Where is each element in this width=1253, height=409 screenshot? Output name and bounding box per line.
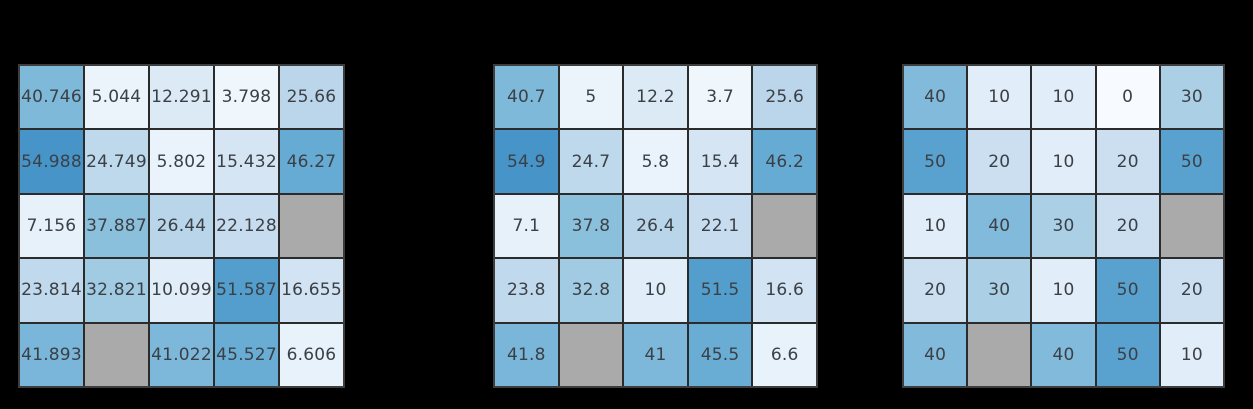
heatmap-cell: 22.1 bbox=[688, 194, 752, 258]
heatmap-cell: 7.1 bbox=[495, 194, 558, 258]
heatmap-cell: 16.6 bbox=[753, 259, 816, 322]
heatmap-cell: 5.8 bbox=[624, 130, 687, 193]
heatmap-cell: 3.798 bbox=[215, 66, 278, 129]
heatmap-cell: 5.802 bbox=[150, 130, 213, 193]
heatmap-cell: 50 bbox=[1096, 259, 1159, 322]
heatmap-cell: 0 bbox=[1096, 66, 1159, 129]
heatmap-cell: 30 bbox=[968, 259, 1031, 322]
heatmap-cell: 12.2 bbox=[624, 66, 687, 129]
heatmap-cell: 5.044 bbox=[85, 66, 148, 129]
heatmap-cell: 10 bbox=[1032, 259, 1095, 322]
heatmap-cell: 51.587 bbox=[215, 259, 278, 322]
heatmap-cell: 15.432 bbox=[215, 130, 278, 193]
heatmap-cell: 7.156 bbox=[20, 194, 83, 258]
heatmap-cell: 46.27 bbox=[280, 130, 343, 193]
heatmap-cell: 20 bbox=[1160, 259, 1223, 322]
heatmap-cell: 41 bbox=[624, 323, 687, 386]
heatmap-cell: 30 bbox=[1160, 66, 1223, 129]
heatmap-cell: 6.6 bbox=[753, 323, 816, 386]
heatmap-cell: 15.4 bbox=[688, 130, 752, 193]
heatmap-cell: 40.746 bbox=[20, 66, 83, 129]
heatmap-cell: 50 bbox=[1160, 130, 1223, 193]
heatmap-cell: 10 bbox=[1032, 66, 1095, 129]
heatmap-cell: 3.7 bbox=[688, 66, 752, 129]
heatmap-table-tens: 40 10 10 0 30 50 20 10 20 50 10 40 30 20 20 30 10 50 20 40 4… bbox=[902, 64, 1225, 388]
heatmap-table-one-decimal: 40.7 5 12.2 3.7 25.6 54.9 24.7 5.8 15.4 46.2 7.1 37… bbox=[493, 64, 818, 388]
heatmap-cell-missing bbox=[85, 323, 148, 386]
heatmap-cell: 10 bbox=[904, 194, 967, 258]
heatmap-cell: 25.6 bbox=[753, 66, 816, 129]
heatmap-cell: 6.606 bbox=[280, 323, 343, 386]
heatmap-cell: 54.9 bbox=[495, 130, 558, 193]
heatmap-cell: 51.5 bbox=[688, 259, 752, 322]
heatmap-cell-missing bbox=[968, 323, 1031, 386]
heatmap-cell: 40.7 bbox=[495, 66, 558, 129]
heatmap-cell: 40 bbox=[904, 66, 967, 129]
heatmap-cell: 16.655 bbox=[280, 259, 343, 322]
heatmap-cell: 23.814 bbox=[20, 259, 83, 322]
heatmap-cell: 23.8 bbox=[495, 259, 558, 322]
heatmap-cell: 10 bbox=[968, 66, 1031, 129]
heatmap-cell: 10.099 bbox=[150, 259, 213, 322]
heatmap-cell: 54.988 bbox=[20, 130, 83, 193]
heatmap-cell: 37.8 bbox=[559, 194, 623, 258]
heatmap-cell: 10 bbox=[1032, 130, 1095, 193]
heatmap-cell: 32.821 bbox=[85, 259, 148, 322]
heatmap-cell: 40 bbox=[904, 323, 967, 386]
heatmap-cell: 24.749 bbox=[85, 130, 148, 193]
heatmap-cell: 20 bbox=[968, 130, 1031, 193]
heatmap-cell: 5 bbox=[559, 66, 623, 129]
heatmap-cell: 37.887 bbox=[85, 194, 148, 258]
heatmap-cell: 30 bbox=[1032, 194, 1095, 258]
heatmap-cell: 41.022 bbox=[150, 323, 213, 386]
heatmap-cell: 45.5 bbox=[688, 323, 752, 386]
heatmap-table-full-precision: 40.746 5.044 12.291 3.798 25.66 54.988 24.749 5… bbox=[18, 64, 345, 388]
heatmap-cell: 20 bbox=[1096, 130, 1159, 193]
heatmap-cell: 25.66 bbox=[280, 66, 343, 129]
heatmap-cell: 50 bbox=[1096, 323, 1159, 386]
heatmap-cell: 26.4 bbox=[624, 194, 687, 258]
heatmap-cell-missing bbox=[280, 194, 343, 258]
heatmap-cell: 22.128 bbox=[215, 194, 278, 258]
heatmap-cell: 24.7 bbox=[559, 130, 623, 193]
heatmap-cell: 45.527 bbox=[215, 323, 278, 386]
heatmap-cell: 46.2 bbox=[753, 130, 816, 193]
heatmap-cell: 26.44 bbox=[150, 194, 213, 258]
heatmap-cell-missing bbox=[753, 194, 816, 258]
heatmap-cell: 50 bbox=[904, 130, 967, 193]
heatmap-cell: 10 bbox=[1160, 323, 1223, 386]
heatmap-cell: 40 bbox=[968, 194, 1031, 258]
heatmap-cell: 40 bbox=[1032, 323, 1095, 386]
heatmap-cell: 41.893 bbox=[20, 323, 83, 386]
heatmap-cell: 20 bbox=[1096, 194, 1159, 258]
heatmap-cell: 10 bbox=[624, 259, 687, 322]
heatmap-cell: 20 bbox=[904, 259, 967, 322]
heatmap-cell: 12.291 bbox=[150, 66, 213, 129]
heatmap-cell-missing bbox=[1160, 194, 1223, 258]
heatmap-cell: 32.8 bbox=[559, 259, 623, 322]
heatmap-cell-missing bbox=[559, 323, 623, 386]
heatmap-cell: 41.8 bbox=[495, 323, 558, 386]
